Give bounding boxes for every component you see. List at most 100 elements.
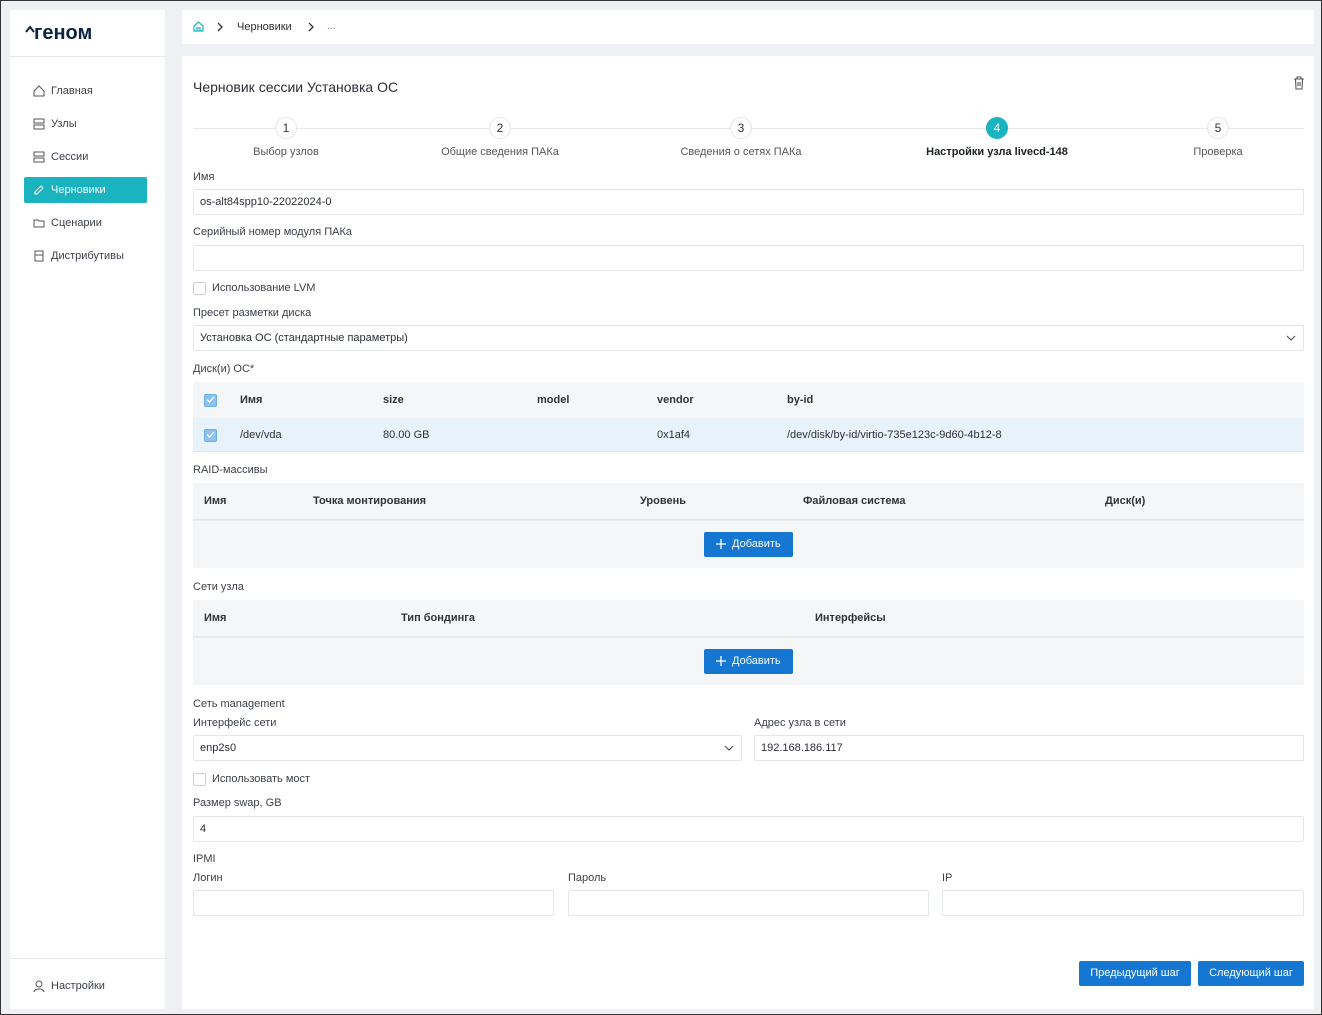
nav-button-label[interactable]: Предыдущий шаг: [1090, 967, 1180, 979]
menu-icon[interactable]: [32, 84, 46, 98]
settings-icon[interactable]: [32, 979, 46, 993]
plus-icon[interactable]: [714, 537, 728, 551]
menu-icon[interactable]: [32, 117, 46, 131]
add-button-label[interactable]: Добавить: [732, 538, 781, 550]
column-header: Уровень: [640, 495, 687, 507]
settings-link[interactable]: Настройки: [51, 980, 105, 992]
field-label: Размер swap, GB: [193, 797, 282, 809]
column-header: model: [537, 394, 570, 406]
field-label: RAID-массивы: [193, 464, 268, 476]
header: [182, 10, 1314, 44]
field-label: Использование LVM: [212, 282, 316, 294]
field-label: Сети узла: [193, 581, 244, 593]
input[interactable]: [193, 189, 1304, 215]
input[interactable]: [754, 735, 1304, 761]
input[interactable]: [942, 890, 1304, 916]
page-title: Черновик сессии Установка ОС: [193, 79, 399, 95]
breadcrumb-separator: [308, 22, 314, 32]
column-header: size: [383, 394, 404, 406]
home-icon[interactable]: [192, 20, 205, 33]
input[interactable]: [193, 890, 554, 916]
logo: геном: [34, 22, 93, 44]
checkmark[interactable]: [204, 393, 218, 407]
field-label: Серийный номер модуля ПАКа: [193, 226, 353, 238]
input[interactable]: [193, 245, 1304, 271]
input-value: 4: [200, 823, 207, 835]
step-number: 4: [993, 121, 1001, 135]
column-header: vendor: [657, 394, 694, 406]
table-cell: /dev/disk/by-id/virtio-735e123c-9d60-4b1…: [787, 429, 1002, 441]
field-label: Логин: [193, 872, 223, 884]
menu-icon[interactable]: [32, 150, 46, 164]
input-value: 192.168.186.117: [761, 742, 843, 754]
column-header: Имя: [204, 495, 227, 507]
step-label[interactable]: Общие сведения ПАКа: [441, 146, 559, 158]
field-label: Интерфейс сети: [193, 717, 277, 729]
nav-button[interactable]: [1079, 961, 1191, 986]
add-button-label[interactable]: Добавить: [732, 655, 781, 667]
field-label: Сеть management: [193, 698, 285, 710]
step-number: 3: [737, 121, 745, 135]
column-header: Интерфейсы: [815, 612, 886, 624]
step-circle: [1207, 117, 1229, 139]
step-number: 1: [282, 121, 290, 135]
column-header: Точка монтирования: [313, 495, 427, 507]
checkbox[interactable]: [193, 282, 206, 295]
table-header: [193, 483, 1304, 520]
field-label: IPMI: [193, 853, 216, 865]
field-label: IP: [942, 872, 953, 884]
column-header: by-id: [787, 394, 814, 406]
table-cell: 80.00 GB: [383, 429, 430, 441]
column-header: Диск(и): [1105, 495, 1146, 507]
menu-item-active[interactable]: [24, 177, 147, 203]
delete-icon[interactable]: [1293, 76, 1305, 90]
step-circle: [489, 117, 511, 139]
column-header: Тип бондинга: [401, 612, 476, 624]
menu-item[interactable]: Сессии: [51, 151, 89, 163]
checkbox[interactable]: [193, 773, 206, 786]
checkmark[interactable]: [204, 428, 218, 442]
plus-icon[interactable]: [714, 654, 728, 668]
field-label: Диск(и) ОС*: [193, 363, 255, 375]
menu-item[interactable]: Дистрибутивы: [51, 250, 124, 262]
column-header: Имя: [204, 612, 227, 624]
nav-button[interactable]: [1198, 961, 1304, 986]
menu-icon[interactable]: [32, 216, 46, 230]
breadcrumb[interactable]: Черновики: [237, 21, 292, 33]
nav-button-label[interactable]: Следующий шаг: [1209, 967, 1293, 979]
field-label: Пресет разметки диска: [193, 307, 312, 319]
step-number: 2: [496, 121, 504, 135]
input[interactable]: [193, 816, 1304, 842]
menu-icon[interactable]: [32, 249, 46, 263]
table-header: [193, 600, 1304, 637]
menu-icon[interactable]: [32, 183, 46, 197]
step-number: 5: [1214, 121, 1222, 135]
table-cell: /dev/vda: [240, 429, 282, 441]
select-arrow[interactable]: [722, 741, 736, 755]
select[interactable]: [193, 735, 742, 761]
menu-item[interactable]: Узлы: [51, 118, 77, 130]
input-value: enp2s0: [200, 742, 237, 754]
step-label[interactable]: Настройки узла livecd-148: [926, 146, 1068, 158]
step-label[interactable]: Сведения о сетях ПАКа: [680, 146, 802, 158]
step-label[interactable]: Проверка: [1193, 146, 1243, 158]
table-row: [193, 418, 1304, 452]
sidebar: [10, 10, 165, 1009]
menu-item[interactable]: Сценарии: [51, 217, 102, 229]
step-label[interactable]: Выбор узлов: [253, 146, 319, 158]
menu-item[interactable]: Главная: [51, 85, 93, 97]
column-header: Файловая система: [803, 495, 906, 507]
field-label: Адрес узла в сети: [754, 717, 846, 729]
step-circle: [275, 117, 297, 139]
table-cell: 0x1af4: [657, 429, 691, 441]
select-arrow[interactable]: [1284, 331, 1298, 345]
menu-item[interactable]: Черновики: [51, 184, 106, 196]
input[interactable]: [568, 890, 929, 916]
table-header: [193, 382, 1304, 418]
logo-mark: [25, 25, 35, 33]
divider: [10, 56, 165, 57]
divider: [10, 958, 165, 959]
breadcrumb-separator: [217, 22, 223, 32]
input-value: Установка ОС (стандартные параметры): [200, 332, 408, 344]
select[interactable]: [193, 325, 1304, 351]
